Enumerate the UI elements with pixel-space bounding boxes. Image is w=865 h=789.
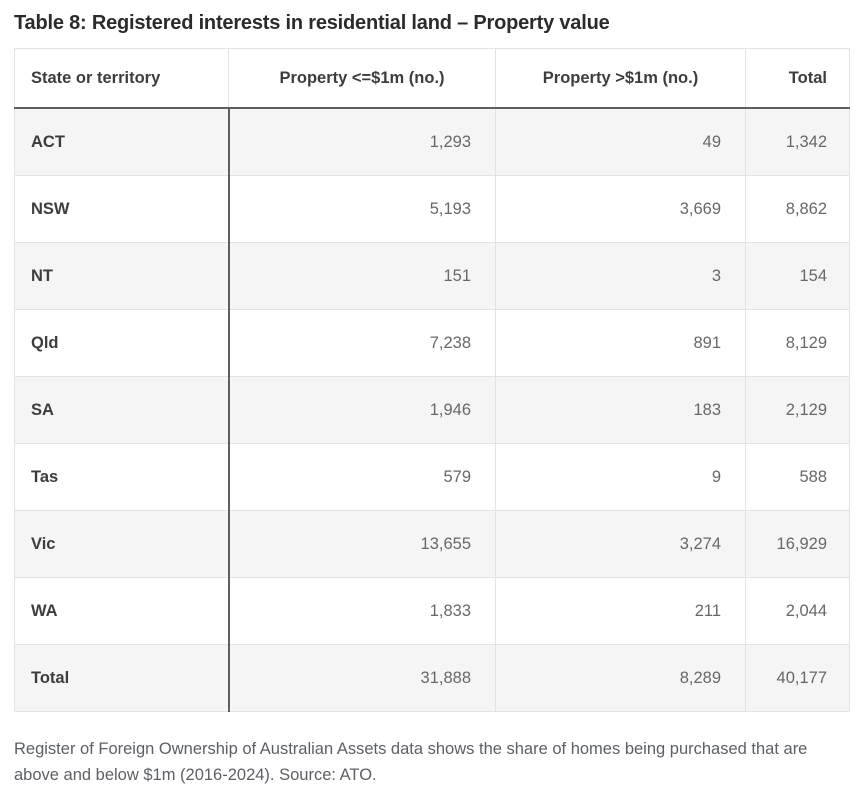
value-cell-under-1m: 151	[228, 242, 496, 310]
table-row-nsw: NSW 5,193 3,669 8,862	[14, 175, 850, 243]
value-cell-over-1m: 3,274	[495, 510, 746, 578]
table-row-tas: Tas 579 9 588	[14, 443, 850, 511]
state-cell: NT	[14, 242, 230, 310]
column-header-over-1m: Property >$1m (no.)	[495, 48, 746, 109]
value-cell-under-1m: 1,946	[228, 376, 496, 444]
table-row-vic: Vic 13,655 3,274 16,929	[14, 510, 850, 578]
state-cell: Tas	[14, 443, 230, 511]
value-cell-under-1m: 7,238	[228, 309, 496, 377]
value-cell-over-1m: 8,289	[495, 644, 746, 712]
value-cell-total: 40,177	[745, 644, 850, 712]
value-cell-over-1m: 211	[495, 577, 746, 645]
value-cell-over-1m: 49	[495, 107, 746, 176]
table-row-sa: SA 1,946 183 2,129	[14, 376, 850, 444]
state-cell: Total	[14, 644, 230, 712]
value-cell-under-1m: 579	[228, 443, 496, 511]
column-header-state: State or territory	[14, 48, 229, 109]
state-cell: Vic	[14, 510, 230, 578]
value-cell-under-1m: 31,888	[228, 644, 496, 712]
value-cell-over-1m: 9	[495, 443, 746, 511]
value-cell-under-1m: 1,833	[228, 577, 496, 645]
table-row-nt: NT 151 3 154	[14, 242, 850, 310]
table-row-wa: WA 1,833 211 2,044	[14, 577, 850, 645]
table-row-act: ACT 1,293 49 1,342	[14, 107, 850, 176]
value-cell-total: 1,342	[745, 107, 850, 176]
value-cell-total: 2,129	[745, 376, 850, 444]
value-cell-total: 588	[745, 443, 850, 511]
value-cell-over-1m: 183	[495, 376, 746, 444]
column-header-total: Total	[745, 48, 850, 109]
value-cell-over-1m: 891	[495, 309, 746, 377]
table-row-qld: Qld 7,238 891 8,129	[14, 309, 850, 377]
column-header-under-1m: Property <=$1m (no.)	[228, 48, 496, 109]
value-cell-under-1m: 5,193	[228, 175, 496, 243]
state-cell: WA	[14, 577, 230, 645]
data-table: State or territory Property <=$1m (no.) …	[14, 48, 850, 712]
table-body: ACT 1,293 49 1,342 NSW 5,193 3,669 8,862…	[14, 107, 850, 712]
value-cell-total: 2,044	[745, 577, 850, 645]
value-cell-total: 154	[745, 242, 850, 310]
table-row-total: Total 31,888 8,289 40,177	[14, 644, 850, 712]
table-header: State or territory Property <=$1m (no.) …	[14, 48, 850, 109]
state-cell: SA	[14, 376, 230, 444]
value-cell-over-1m: 3,669	[495, 175, 746, 243]
table-caption: Register of Foreign Ownership of Austral…	[14, 740, 808, 784]
value-cell-total: 8,129	[745, 309, 850, 377]
header-row: State or territory Property <=$1m (no.) …	[14, 48, 850, 109]
state-cell: NSW	[14, 175, 230, 243]
value-cell-under-1m: 13,655	[228, 510, 496, 578]
state-cell: Qld	[14, 309, 230, 377]
value-cell-over-1m: 3	[495, 242, 746, 310]
table-title: Table 8: Registered interests in residen…	[14, 12, 610, 34]
value-cell-total: 8,862	[745, 175, 850, 243]
value-cell-under-1m: 1,293	[228, 107, 496, 176]
value-cell-total: 16,929	[745, 510, 850, 578]
state-cell: ACT	[14, 107, 230, 176]
